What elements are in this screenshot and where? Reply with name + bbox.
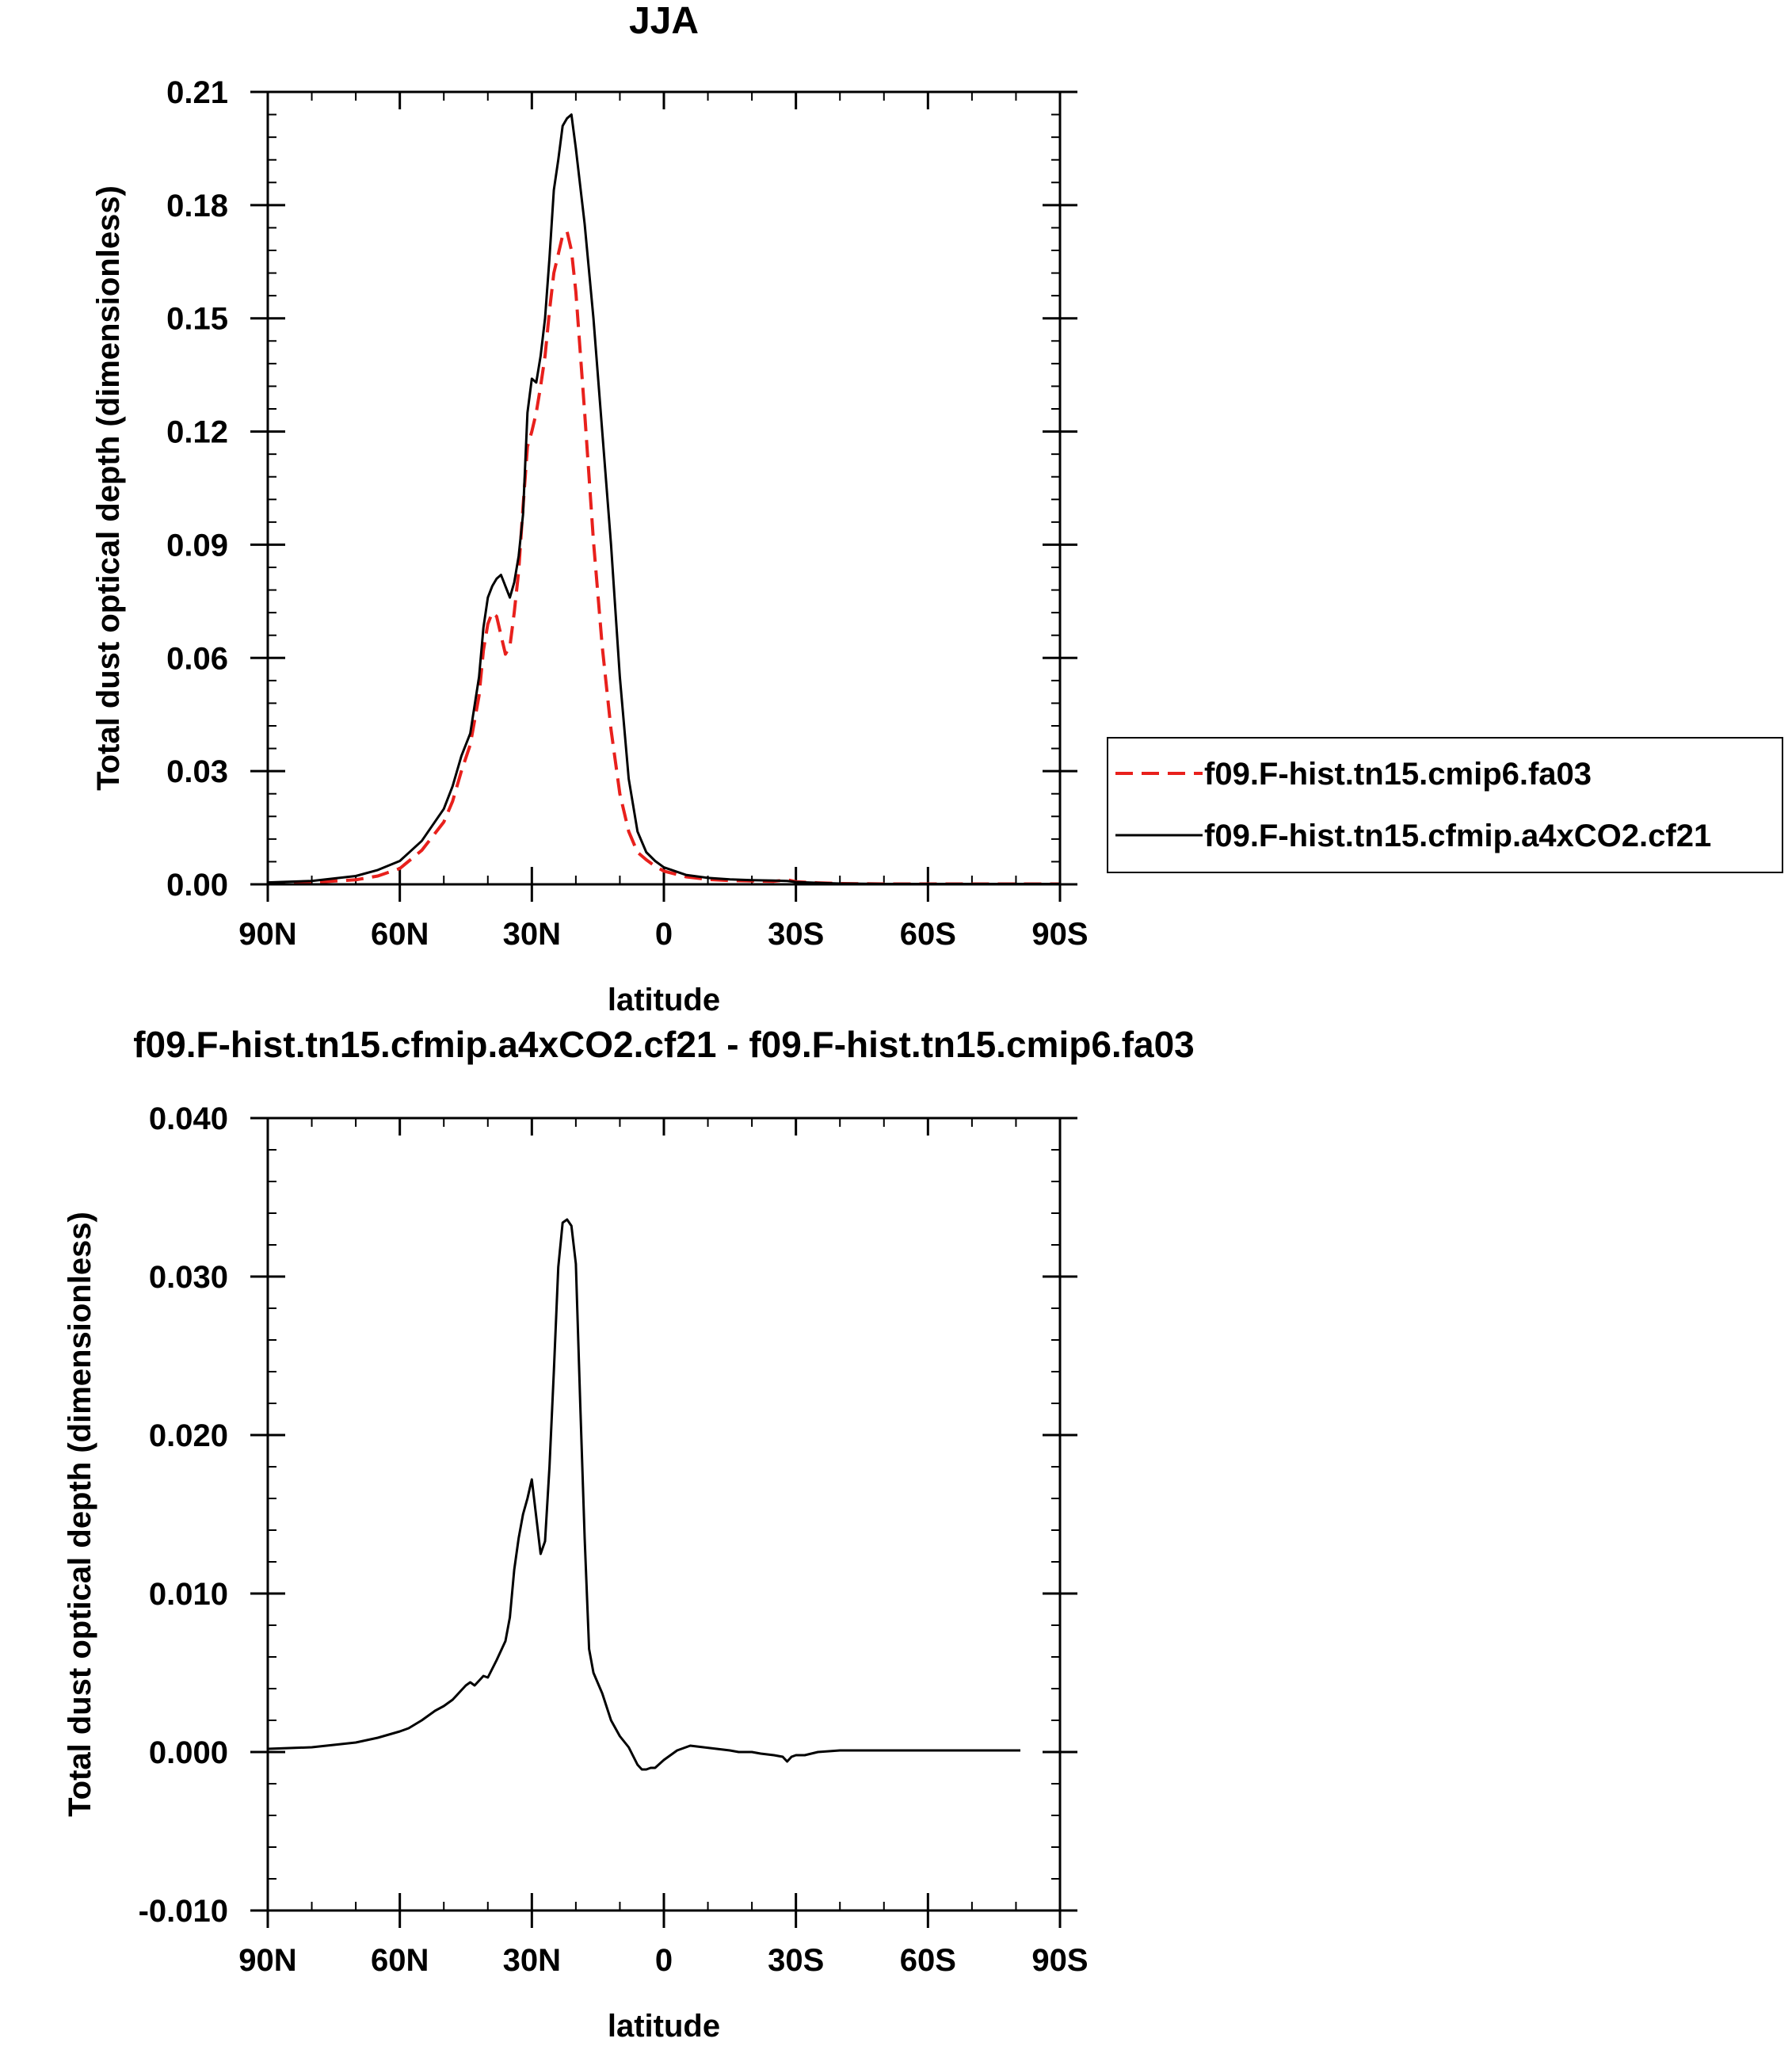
top-panel-series-line-1 <box>267 113 1060 885</box>
top-panel-x-tick-label: 60N <box>371 917 429 952</box>
bottom-panel-x-tick-label: 90S <box>1031 1943 1088 1978</box>
top-panel: JJA 90N 60N 30N 0 30S 60S 90S 0.00 0.03 0.06 0.09 0… <box>91 0 1783 1017</box>
bottom-panel-series-line-0 <box>267 1218 1020 1771</box>
top-panel-title: JJA <box>629 0 699 42</box>
legend: f09.F-hist.tn15.cmip6.fa03 f09.F-hist.tn… <box>1107 737 1783 873</box>
bottom-panel-y-tick-label: -0.010 <box>139 1894 228 1929</box>
top-panel-x-tick-label: 90N <box>238 917 296 952</box>
top-panel-x-tick-label: 30S <box>768 917 824 952</box>
bottom-panel-x-tick-label: 0 <box>655 1943 673 1978</box>
top-panel-x-tick-label: 90S <box>1031 917 1088 952</box>
bottom-panel-y-tick-label: 0.030 <box>149 1260 228 1295</box>
bottom-panel-x-tick-label: 60S <box>900 1943 956 1978</box>
top-panel-x-tick-label: 30N <box>503 917 561 952</box>
top-panel-y-tick-label: 0.09 <box>166 528 228 563</box>
legend-label-cf21: f09.F-hist.tn15.cfmip.a4xCO2.cf21 <box>1204 819 1711 853</box>
bottom-panel-y-tick-label: 0.040 <box>149 1101 228 1136</box>
top-panel-y-tick-label: 0.00 <box>166 868 228 903</box>
bottom-panel-x-axis-label: latitude <box>608 2009 720 2044</box>
bottom-panel-x-tick-label: 30N <box>503 1943 561 1978</box>
bottom-panel-x-tick-label: 90N <box>238 1943 296 1978</box>
top-panel-y-tick-label: 0.15 <box>166 302 228 337</box>
legend-label-fa03: f09.F-hist.tn15.cmip6.fa03 <box>1204 757 1592 792</box>
top-panel-series-line-0 <box>267 230 1060 886</box>
bottom-panel-x-tick-label: 30S <box>768 1943 824 1978</box>
top-panel-x-tick-label: 60S <box>900 917 956 952</box>
bottom-panel-y-tick-label: 0.020 <box>149 1418 228 1453</box>
bottom-panel-marks: 90N 60N 30N 0 30S 60S 90S -0.010 0.000 0.010 0.020… <box>139 1101 1089 1978</box>
top-panel-y-tick-label: 0.18 <box>166 189 228 223</box>
top-panel-y-axis-label: Total dust optical depth (dimensionless) <box>91 185 126 791</box>
top-panel-y-tick-label: 0.06 <box>166 641 228 676</box>
top-panel-x-axis-label: latitude <box>608 983 720 1017</box>
top-panel-y-tick-label: 0.12 <box>166 415 228 450</box>
top-panel-y-tick-label: 0.03 <box>166 754 228 789</box>
bottom-panel-y-axis-label: Total dust optical depth (dimensionless) <box>63 1212 97 1817</box>
bottom-panel: f09.F-hist.tn15.cfmip.a4xCO2.cf21 - f09.… <box>63 1024 1195 2044</box>
bottom-panel-title: f09.F-hist.tn15.cfmip.a4xCO2.cf21 - f09.… <box>133 1024 1195 1065</box>
top-panel-x-tick-label: 0 <box>655 917 673 952</box>
top-panel-plot-frame <box>266 90 1062 886</box>
top-panel-y-tick-label: 0.21 <box>166 75 228 110</box>
legend-box <box>1107 737 1783 873</box>
bottom-panel-x-tick-label: 60N <box>371 1943 429 1978</box>
bottom-panel-y-tick-label: 0.010 <box>149 1577 228 1612</box>
bottom-panel-plot-frame <box>266 1117 1062 1912</box>
bottom-panel-y-tick-label: 0.000 <box>149 1735 228 1770</box>
top-panel-marks: 90N 60N 30N 0 30S 60S 90S 0.00 0.03 0.06 0.09 0.12 0… <box>166 75 1088 952</box>
